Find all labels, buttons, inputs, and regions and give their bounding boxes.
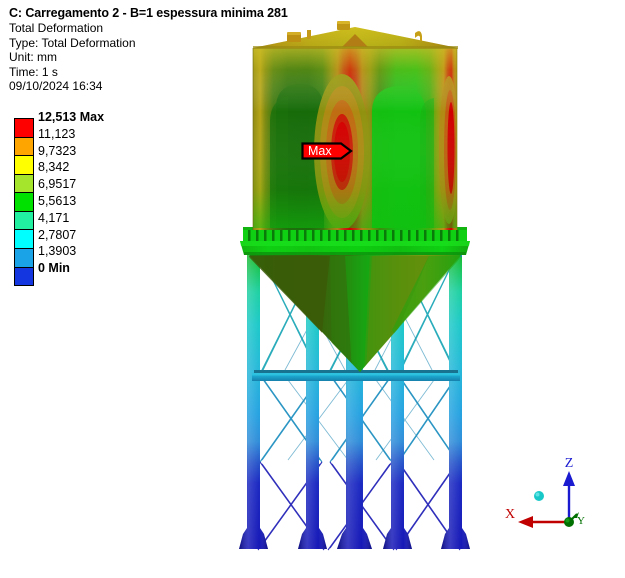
result-unit-line: Unit: mm: [9, 50, 57, 65]
axis-triad[interactable]: Z X Y: [497, 452, 597, 542]
legend-label-0: 12,513 Max: [38, 110, 105, 124]
legend-label-1: 11,123: [38, 126, 76, 141]
support-leg-3: [337, 250, 372, 549]
legend-band-5[interactable]: [15, 211, 33, 231]
legend-label-5: 5,5613: [38, 193, 77, 208]
legend-label-8: 1,3903: [38, 244, 77, 259]
result-timestamp-line: 09/10/2024 16:34: [9, 79, 103, 94]
legend-band-1[interactable]: [15, 137, 33, 157]
support-leg-4: [383, 250, 412, 549]
support-legs: [239, 250, 470, 549]
legend-label-list: 12,513 Max 11,123 9,7323 8,342 6,9517 5,5613 4…: [38, 109, 156, 277]
legend-label-3: 8,342: [38, 160, 70, 175]
legend-label-9: 0 Min: [38, 261, 70, 276]
support-leg-1: [239, 250, 268, 549]
view-center-dot: [534, 491, 544, 501]
legend-band-6[interactable]: [15, 230, 33, 249]
roof-hatch: [342, 34, 368, 47]
legend-band-4[interactable]: [15, 193, 33, 212]
beam-mid-front-hl: [252, 373, 460, 376]
beam-mid-front: [252, 373, 460, 381]
legend-label-7: 2,7807: [38, 227, 77, 242]
result-header: C: Carregamento 2 - B=1 espessura minima…: [9, 6, 288, 93]
beam-mid-rear: [254, 370, 458, 376]
y-axis-label: Y: [577, 515, 585, 527]
platform-railing: [243, 227, 467, 242]
max-arrow-shape: [301, 142, 353, 160]
result-name-line: Total Deformation: [9, 21, 104, 36]
z-axis-arrow: [563, 471, 575, 522]
max-annotation-marker[interactable]: Max: [301, 140, 353, 162]
axis-origin-dot: [564, 517, 574, 527]
page-title: C: Carregamento 2 - B=1 espessura minima…: [9, 6, 288, 20]
legend-label-6: 4,171: [38, 210, 70, 225]
x-axis-arrow: [518, 516, 569, 528]
legend-label-2: 9,7323: [38, 143, 77, 158]
result-type-line: Type: Total Deformation: [9, 35, 136, 50]
legend-label-4: 6,9517: [38, 177, 77, 192]
roof-nozzles: [287, 21, 422, 42]
z-axis-label: Z: [565, 456, 574, 471]
legend-band-7[interactable]: [15, 248, 33, 268]
ring-platform: [240, 227, 470, 255]
legend-band-0[interactable]: [15, 119, 33, 138]
legend-band-2[interactable]: [15, 156, 33, 175]
result-time-line: Time: 1 s: [9, 64, 58, 79]
support-leg-5: [441, 250, 470, 549]
x-axis-label: X: [505, 507, 515, 522]
conical-roof: [253, 21, 458, 49]
legend-band-3[interactable]: [15, 174, 33, 194]
conical-hopper: [248, 254, 462, 372]
support-leg-2: [298, 250, 327, 549]
legend-band-8[interactable]: [15, 267, 33, 286]
legend-color-bar[interactable]: [14, 118, 34, 286]
